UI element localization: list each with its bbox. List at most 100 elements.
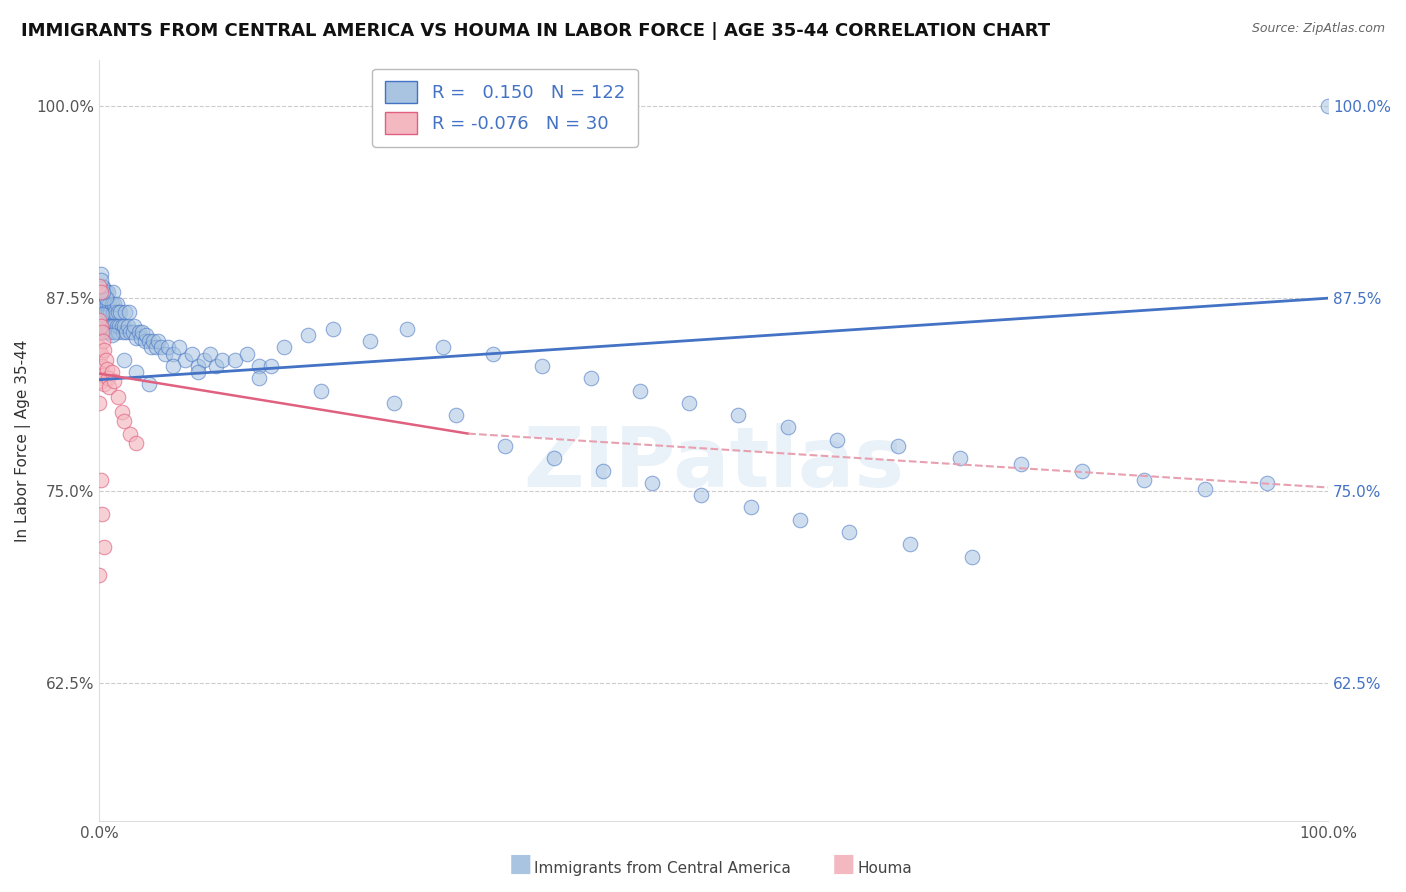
- Point: [359, 334, 381, 349]
- Point: [90, 285, 112, 299]
- Point: [481, 346, 503, 360]
- Point: [1071, 464, 1094, 478]
- Point: [89, 396, 111, 410]
- Point: [273, 340, 295, 354]
- Point: [90, 278, 112, 293]
- Point: [90, 286, 112, 301]
- Point: [89, 368, 111, 383]
- Point: [174, 352, 197, 367]
- Point: [125, 365, 148, 379]
- Point: [1194, 482, 1216, 496]
- Point: [690, 488, 713, 502]
- Point: [260, 359, 283, 373]
- Point: [211, 352, 233, 367]
- Point: [1133, 473, 1156, 487]
- Point: [90, 295, 112, 310]
- Point: [105, 297, 128, 311]
- Point: [157, 340, 180, 354]
- Point: [103, 297, 125, 311]
- Point: [198, 346, 221, 360]
- Point: [382, 396, 405, 410]
- Point: [131, 325, 153, 339]
- Point: [89, 340, 111, 354]
- Point: [153, 346, 176, 360]
- Point: [247, 371, 270, 385]
- Point: [162, 359, 184, 373]
- Point: [187, 359, 209, 373]
- Point: [205, 359, 228, 373]
- Point: [94, 325, 117, 339]
- Point: [110, 318, 132, 333]
- Point: [96, 297, 118, 311]
- Point: [309, 384, 332, 398]
- Point: [142, 334, 165, 349]
- Point: [1010, 458, 1032, 472]
- Point: [90, 473, 112, 487]
- Point: [543, 451, 565, 466]
- Point: [101, 285, 124, 299]
- Point: [104, 325, 127, 339]
- Point: [110, 305, 132, 319]
- Point: [96, 318, 118, 333]
- Point: [112, 352, 135, 367]
- Point: [138, 377, 160, 392]
- Point: [91, 301, 114, 315]
- Point: [91, 325, 114, 339]
- Point: [90, 273, 112, 287]
- Point: [90, 507, 112, 521]
- Point: [90, 267, 112, 281]
- Point: [111, 325, 134, 339]
- Point: [193, 352, 215, 367]
- Point: [98, 318, 121, 333]
- Point: [145, 340, 167, 354]
- Text: IMMIGRANTS FROM CENTRAL AMERICA VS HOUMA IN LABOR FORCE | AGE 35-44 CORRELATION : IMMIGRANTS FROM CENTRAL AMERICA VS HOUMA…: [21, 22, 1050, 40]
- Point: [103, 318, 125, 333]
- Point: [125, 331, 148, 345]
- Point: [100, 365, 122, 379]
- Point: [120, 426, 142, 441]
- Text: Houma: Houma: [858, 861, 912, 876]
- Point: [1256, 475, 1278, 490]
- Point: [115, 325, 138, 339]
- Point: [89, 312, 111, 326]
- Point: [94, 305, 117, 319]
- Point: [93, 297, 115, 311]
- Point: [91, 280, 114, 294]
- Point: [135, 328, 157, 343]
- Point: [93, 343, 115, 358]
- Point: [93, 318, 115, 333]
- Point: [91, 334, 114, 349]
- Point: [432, 340, 454, 354]
- Text: Immigrants from Central America: Immigrants from Central America: [534, 861, 792, 876]
- Point: [494, 439, 516, 453]
- Point: [960, 549, 983, 564]
- Text: ■: ■: [832, 852, 855, 876]
- Point: [97, 285, 120, 299]
- Point: [107, 325, 129, 339]
- Point: [90, 307, 112, 321]
- Point: [1317, 99, 1340, 113]
- Point: [100, 325, 122, 339]
- Point: [101, 325, 124, 339]
- Point: [592, 464, 614, 478]
- Point: [90, 312, 112, 326]
- Point: [105, 318, 128, 333]
- Point: [128, 325, 150, 339]
- Point: [236, 346, 259, 360]
- Point: [322, 322, 344, 336]
- Point: [94, 285, 117, 299]
- Point: [89, 568, 111, 582]
- Point: [94, 291, 117, 305]
- Point: [530, 359, 553, 373]
- Point: [104, 305, 127, 319]
- Point: [98, 297, 121, 311]
- Point: [727, 408, 749, 422]
- Point: [117, 318, 139, 333]
- Point: [91, 368, 114, 383]
- Point: [90, 325, 112, 339]
- Point: [789, 513, 811, 527]
- Point: [224, 352, 246, 367]
- Point: [93, 541, 115, 555]
- Point: [97, 305, 120, 319]
- Point: [100, 318, 122, 333]
